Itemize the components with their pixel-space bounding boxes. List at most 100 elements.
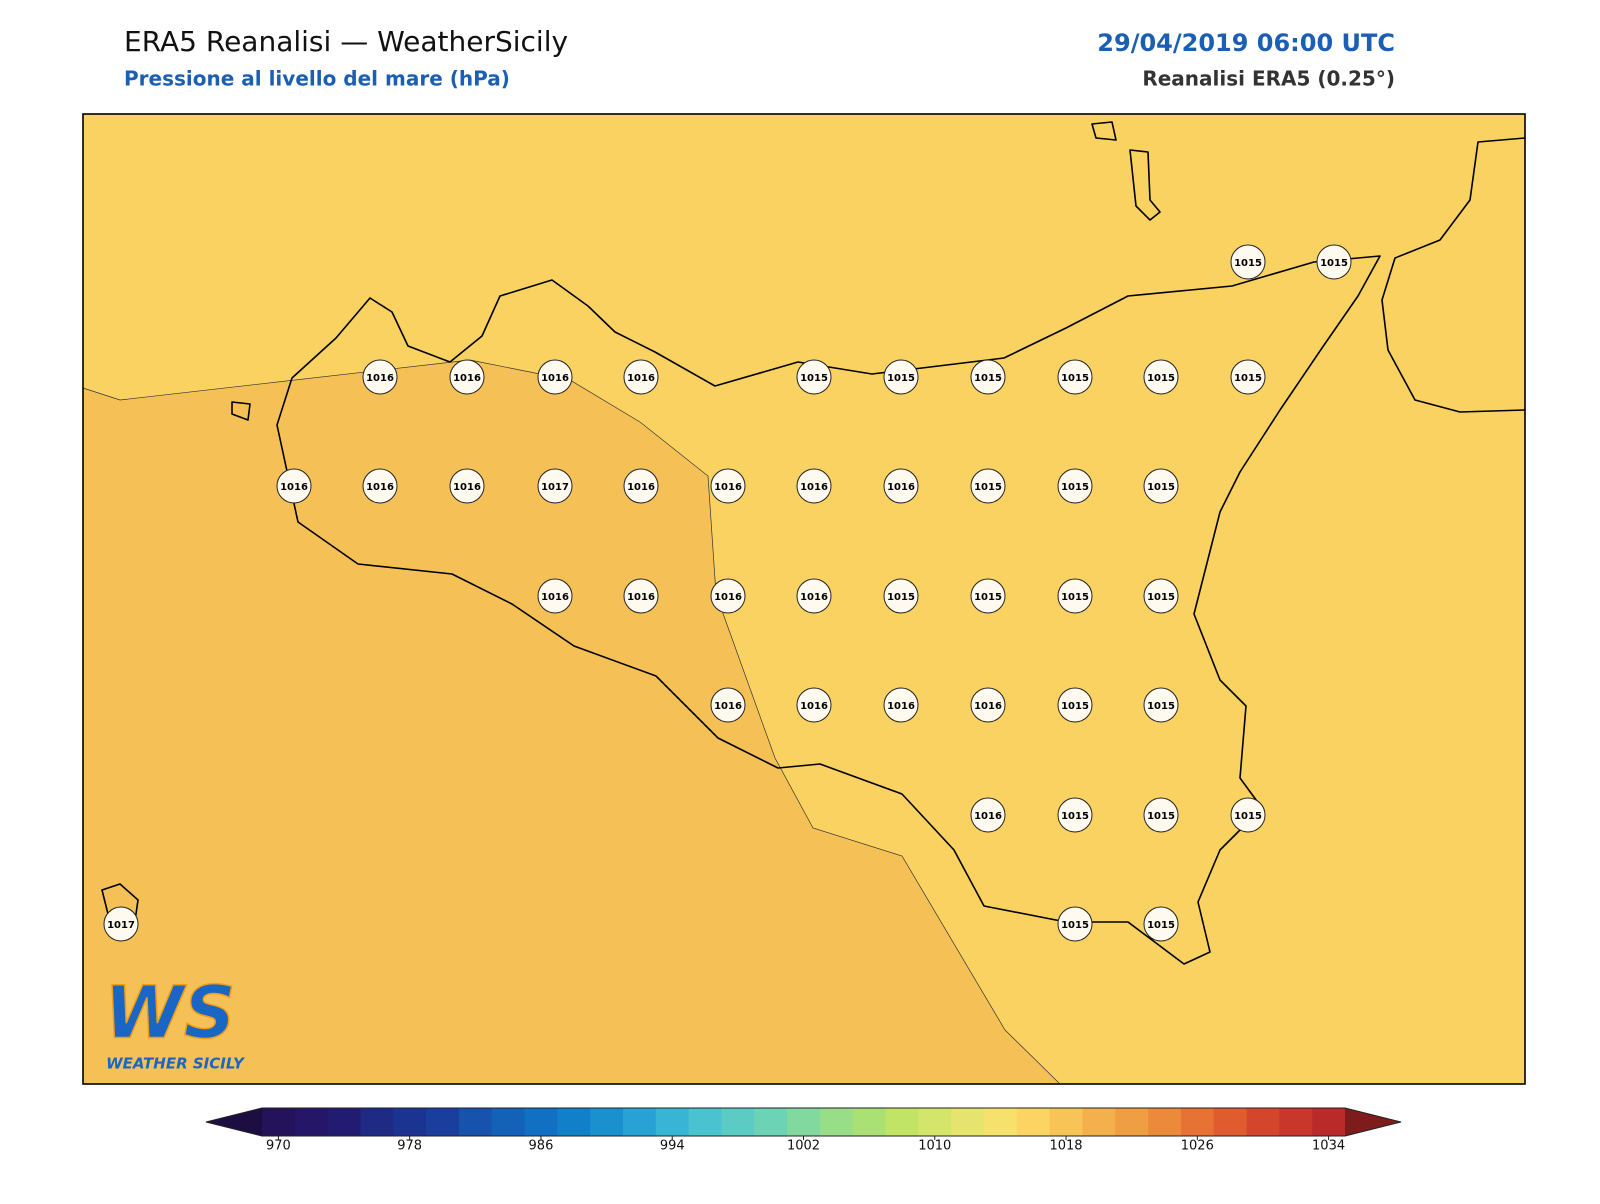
colorbar-bin	[294, 1108, 329, 1136]
station-marker	[1230, 244, 1266, 280]
station-marker	[1057, 359, 1093, 395]
colorbar-tick-label: 1002	[787, 1139, 820, 1154]
colorbar-bin	[918, 1108, 952, 1136]
station-marker	[1230, 359, 1266, 395]
station-marker	[103, 906, 139, 942]
colorbar-bin	[590, 1108, 624, 1136]
logo: WS WEATHER SICILY	[104, 970, 246, 1073]
stations: 1015 1015 1016 1016 1016 1016 1015 1015 1015 1015…	[103, 244, 1352, 942]
station-marker	[623, 468, 659, 504]
station-value: 1015	[887, 373, 915, 384]
station-value: 1016	[453, 482, 481, 493]
colorbar-bin	[393, 1108, 427, 1136]
colorbar-bin	[1049, 1108, 1083, 1136]
station-value: 1016	[714, 482, 742, 493]
colorbar-tick-label: 1018	[1049, 1139, 1082, 1154]
station-value: 1015	[1147, 920, 1175, 931]
colorbar-bin	[688, 1108, 722, 1136]
station-value: 1015	[1320, 258, 1348, 269]
station-marker	[710, 578, 746, 614]
colorbar-bin	[885, 1108, 919, 1136]
colorbar-bin	[491, 1108, 526, 1136]
station-marker	[796, 687, 832, 723]
source: Reanalisi ERA5 (0.25°)	[1142, 67, 1395, 91]
island	[1091, 121, 1117, 141]
station-value: 1015	[974, 592, 1002, 603]
station-marker	[623, 578, 659, 614]
station-value: 1015	[1061, 701, 1089, 712]
station-marker	[276, 468, 312, 504]
station-value: 1016	[974, 701, 1002, 712]
station-value: 1015	[1061, 373, 1089, 384]
station-value: 1015	[887, 592, 915, 603]
colorbar-bin	[951, 1108, 985, 1136]
colorbar-bin	[262, 1108, 296, 1136]
colorbar-bin	[754, 1108, 788, 1136]
map-frame	[82, 113, 1526, 1085]
station-value: 1015	[1147, 373, 1175, 384]
colorbar-bin	[1312, 1108, 1346, 1136]
colorbar-extend-low	[206, 1108, 262, 1136]
station-value: 1015	[1061, 482, 1089, 493]
station-marker	[1143, 468, 1179, 504]
station-value: 1016	[366, 482, 394, 493]
station-marker	[883, 687, 919, 723]
station-marker	[796, 578, 832, 614]
station-value: 1015	[800, 373, 828, 384]
station-value: 1015	[1061, 811, 1089, 822]
station-marker	[1143, 578, 1179, 614]
colorbar-bin	[426, 1108, 460, 1136]
station-value: 1015	[1147, 482, 1175, 493]
station-marker	[1143, 359, 1179, 395]
logo-mark: WS	[104, 971, 235, 1055]
colorbar-bin	[1115, 1108, 1149, 1136]
station-marker	[1057, 468, 1093, 504]
station-marker	[362, 359, 398, 395]
station-marker	[449, 468, 485, 504]
station-value: 1016	[714, 701, 742, 712]
station-value: 1015	[1061, 920, 1089, 931]
station-value: 1016	[887, 701, 915, 712]
colorbar-bin	[1148, 1108, 1182, 1136]
datetime: 29/04/2019 06:00 UTC	[1097, 29, 1395, 57]
station-value: 1015	[1234, 811, 1262, 822]
station-marker	[1057, 578, 1093, 614]
station-value: 1015	[1147, 701, 1175, 712]
station-marker	[537, 359, 573, 395]
station-value: 1016	[887, 482, 915, 493]
colorbar-bin	[1213, 1108, 1248, 1136]
colorbar-bin	[1016, 1108, 1051, 1136]
station-marker	[1057, 797, 1093, 833]
colorbar-tick-label: 1034	[1312, 1139, 1345, 1154]
station-value: 1016	[714, 592, 742, 603]
logo-text: WEATHER SICILY	[106, 1055, 246, 1073]
station-marker	[970, 468, 1006, 504]
colorbar-bin	[1082, 1108, 1116, 1136]
station-marker	[970, 797, 1006, 833]
station-value: 1015	[1234, 373, 1262, 384]
colorbar-bin	[458, 1108, 493, 1136]
colorbar-tick-label: 970	[266, 1139, 291, 1154]
station-marker	[1057, 906, 1093, 942]
colorbar-extend-high	[1345, 1108, 1401, 1136]
station-marker	[1057, 687, 1093, 723]
station-marker	[970, 359, 1006, 395]
station-value: 1016	[800, 482, 828, 493]
colorbar-bin	[623, 1108, 657, 1136]
colorbar-outline	[205, 1107, 1402, 1137]
station-marker	[796, 468, 832, 504]
colorbar-bin	[557, 1108, 591, 1136]
sicily-coastline	[276, 255, 1381, 965]
colorbar: 970 978 986 994 1002 1010 1018 1026 1034	[205, 1107, 1402, 1154]
station-value: 1015	[1147, 811, 1175, 822]
station-marker	[1143, 797, 1179, 833]
colorbar-bin	[655, 1108, 690, 1136]
station-value: 1016	[453, 373, 481, 384]
station-value: 1016	[280, 482, 308, 493]
station-marker	[710, 468, 746, 504]
station-marker	[1143, 687, 1179, 723]
station-value: 1015	[1147, 592, 1175, 603]
colorbar-bin	[852, 1108, 887, 1136]
